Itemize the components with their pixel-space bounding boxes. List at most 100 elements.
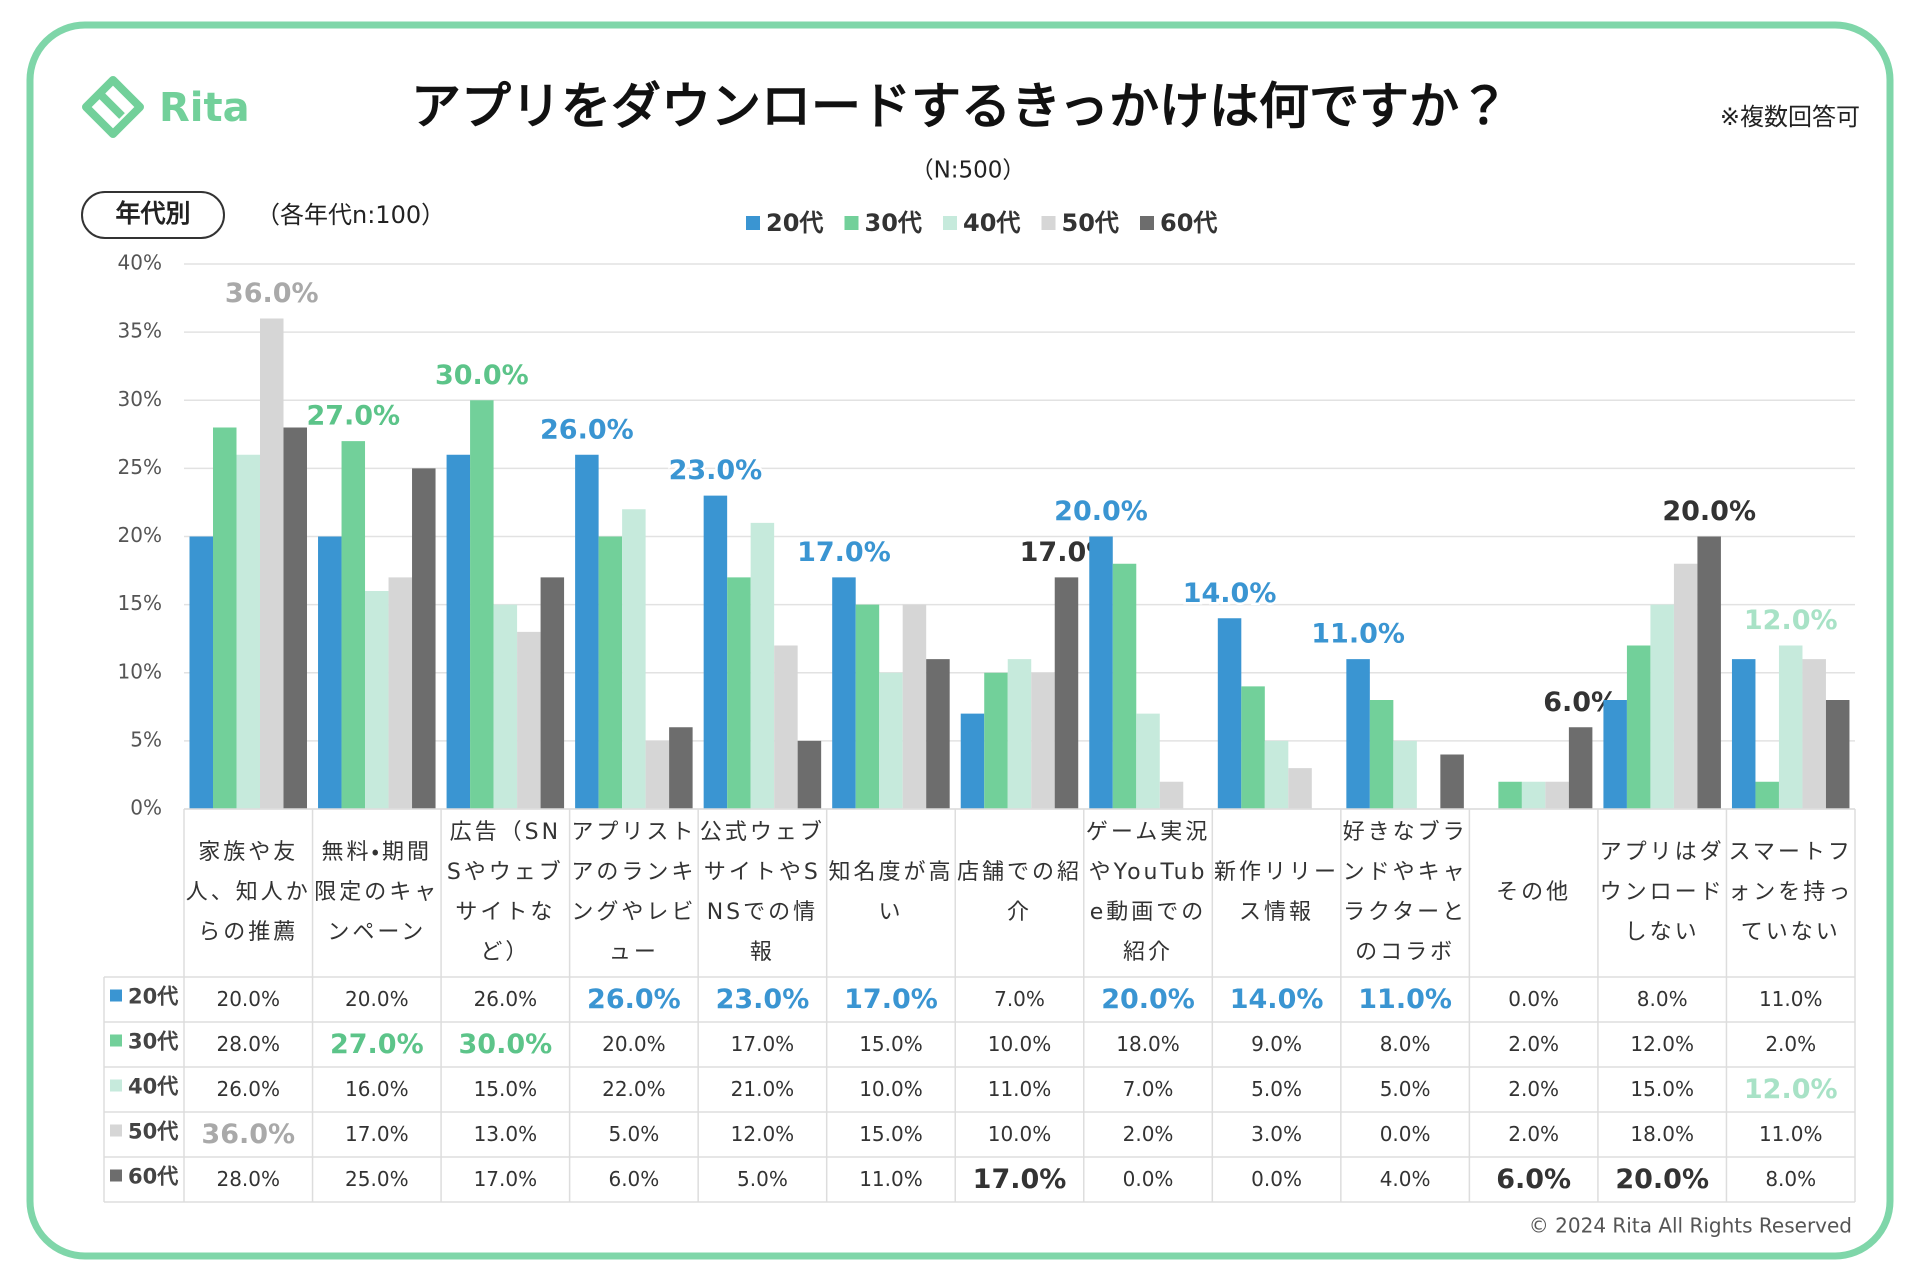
bar — [1802, 659, 1826, 809]
group-note: （各年代n:100） — [256, 201, 445, 229]
table-value: 12.0% — [731, 1122, 795, 1146]
logo-shape — [97, 91, 125, 119]
row-label: 60代 — [128, 1165, 178, 1189]
y-tick-label: 30% — [118, 387, 162, 411]
table-value: 27.0% — [330, 1029, 424, 1060]
bar — [960, 713, 985, 809]
bar-value-label: 12.0% — [1744, 605, 1838, 636]
table-value: 18.0% — [1630, 1122, 1694, 1146]
table-value: 2.0% — [1508, 1122, 1559, 1146]
bar — [832, 577, 856, 809]
bar — [365, 591, 389, 809]
row-label: 30代 — [128, 1030, 178, 1054]
legend-label: 40代 — [963, 209, 1020, 237]
subtitle: （N:500） — [911, 158, 1026, 184]
bar — [1498, 781, 1522, 809]
y-tick-label: 25% — [118, 455, 162, 479]
bar-value-label: 30.0% — [435, 360, 529, 391]
table-value: 7.0% — [1123, 1077, 1174, 1101]
bar — [1825, 700, 1850, 809]
bar — [1241, 686, 1265, 809]
table-value: 20.0% — [1615, 1164, 1709, 1195]
bar — [493, 604, 518, 809]
bar — [902, 604, 927, 809]
bar — [1112, 563, 1137, 809]
bar — [388, 577, 413, 809]
table-value: 36.0% — [201, 1119, 295, 1150]
bar — [774, 645, 798, 809]
bar — [645, 740, 670, 809]
table-value: 20.0% — [216, 987, 280, 1011]
table-value: 11.0% — [1358, 984, 1452, 1015]
bar — [1007, 659, 1032, 809]
y-tick-label: 20% — [118, 523, 162, 547]
bar — [879, 672, 903, 809]
table-value: 11.0% — [988, 1077, 1052, 1101]
legend-label: 50代 — [1062, 209, 1119, 237]
y-tick-label: 10% — [118, 659, 162, 683]
bar — [470, 400, 494, 809]
bar-value-label: 11.0% — [1311, 619, 1405, 650]
table-value: 7.0% — [994, 987, 1045, 1011]
bar — [260, 318, 284, 809]
bar — [598, 536, 623, 809]
table-value: 17.0% — [474, 1167, 538, 1191]
bar — [703, 495, 728, 809]
table-value: 5.0% — [737, 1167, 788, 1191]
bar — [575, 454, 599, 809]
table-value: 5.0% — [608, 1122, 659, 1146]
bar — [1136, 713, 1160, 809]
table-value: 11.0% — [1759, 987, 1823, 1011]
x-tick-label: アプリはダウンロードしない — [1599, 840, 1725, 945]
bar — [540, 577, 565, 809]
bar — [727, 577, 751, 809]
table-value: 0.0% — [1380, 1122, 1431, 1146]
table-value: 17.0% — [731, 1032, 795, 1056]
bar-value-label: 17.0% — [797, 537, 891, 568]
bar — [926, 659, 950, 809]
bar — [1393, 740, 1417, 809]
table-value: 11.0% — [859, 1167, 923, 1191]
table-value: 17.0% — [844, 984, 938, 1015]
bar-value-label: 20.0% — [1054, 496, 1148, 527]
x-tick-label: 新作リリース情報 — [1214, 860, 1340, 925]
table-value: 20.0% — [345, 987, 409, 1011]
table-value: 2.0% — [1123, 1122, 1174, 1146]
table-value: 18.0% — [1116, 1032, 1180, 1056]
table-value: 10.0% — [988, 1032, 1052, 1056]
bar — [189, 536, 213, 809]
bar-value-label: 14.0% — [1183, 578, 1277, 609]
bar — [984, 672, 1008, 809]
bar — [855, 604, 880, 809]
row-swatch — [110, 989, 122, 1002]
table-value: 15.0% — [859, 1032, 923, 1056]
logo-shape — [82, 76, 144, 138]
x-tick-label: ゲーム実況やYouTube動画での紹介 — [1085, 820, 1211, 965]
bar — [341, 441, 366, 809]
x-tick-label: アプリストアのランキングやレビュー — [571, 820, 697, 965]
row-label: 50代 — [128, 1120, 178, 1144]
group-label: 年代別 — [115, 199, 190, 228]
copyright: © 2024 Rita All Rights Reserved — [1529, 1214, 1852, 1238]
x-tick-label: スマートフォンを持っていない — [1728, 840, 1854, 945]
legend-label: 60代 — [1160, 209, 1217, 237]
row-swatch — [110, 1124, 122, 1137]
y-tick-label: 40% — [118, 251, 162, 275]
chart-title: アプリをダウンロードするきっかけは何ですか？ — [411, 78, 1509, 136]
x-tick-label: 無料・期間限定のキャンペーン — [314, 840, 440, 945]
bar — [1440, 754, 1464, 809]
legend-label: 20代 — [766, 209, 823, 237]
bar — [1031, 672, 1055, 809]
table-value: 3.0% — [1251, 1122, 1302, 1146]
table-value: 2.0% — [1765, 1032, 1816, 1056]
table-value: 15.0% — [1630, 1077, 1694, 1101]
table-value: 12.0% — [1744, 1074, 1838, 1105]
bar-value-label: 36.0% — [225, 278, 319, 309]
table-value: 25.0% — [345, 1167, 409, 1191]
table-value: 8.0% — [1637, 987, 1688, 1011]
bar — [446, 454, 471, 809]
bar — [1159, 781, 1184, 809]
bar — [1626, 645, 1651, 809]
table-value: 28.0% — [216, 1032, 280, 1056]
